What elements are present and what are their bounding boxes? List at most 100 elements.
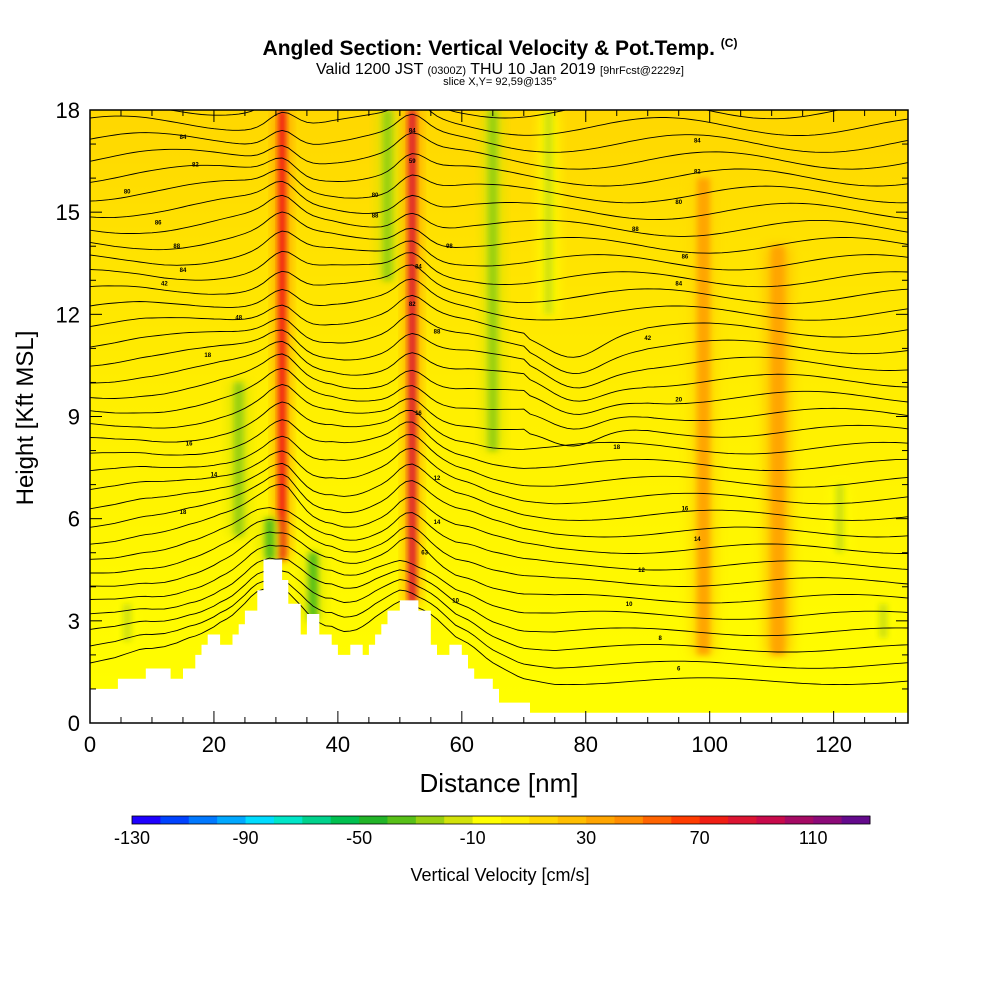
downdraft-core (122, 603, 132, 642)
colorbar-tick-label: 110 (799, 828, 828, 848)
theta-contour-line (90, 340, 908, 402)
colorbar-swatch (245, 816, 275, 824)
colorbar-swatch (841, 816, 871, 824)
colorbar-swatch (813, 816, 843, 824)
terrain-mask (90, 559, 908, 723)
colorbar-tick-label: 70 (690, 828, 710, 848)
colorbar: -130 -90 -50 -10 30 70 110 (114, 815, 871, 848)
contour-label: 18 (613, 445, 620, 451)
colorbar-swatch (188, 816, 218, 824)
theta-contour-line (90, 518, 908, 587)
colorbar-swatch (557, 816, 587, 824)
theta-contour-line (90, 569, 908, 653)
colorbar-swatch (387, 816, 417, 824)
contour-label: 84 (675, 282, 682, 288)
contour-label: 42 (161, 282, 168, 288)
colorbar-swatch (415, 816, 445, 824)
contour-label: 63 (421, 551, 428, 557)
valid-date: THU 10 Jan 2019 (470, 61, 596, 78)
contour-label: 18 (180, 510, 187, 516)
theta-contour-line (90, 278, 908, 321)
slice-info: slice X,Y= 92,59@135° (443, 76, 557, 88)
theta-contour-line (90, 168, 908, 204)
theta-contour-line (90, 507, 908, 571)
y-tick-label: 9 (68, 405, 80, 430)
theta-contour-line (90, 447, 908, 505)
colorbar-tick-label: -10 (460, 828, 486, 848)
contour-label: 12 (638, 568, 645, 574)
contour-label: 18 (204, 353, 211, 359)
updraft-core (278, 110, 286, 560)
theta-contour-line (90, 69, 908, 102)
y-tick-label: 3 (68, 609, 80, 634)
y-tick-label: 18 (56, 98, 80, 123)
x-tick-label: 0 (84, 732, 96, 757)
theta-contour-line (90, 473, 908, 538)
chart-subtitle: Valid 1200 JST (0300Z) THU 10 Jan 2019 [… (0, 61, 1000, 79)
x-tick-label: 60 (450, 732, 474, 757)
contour-label: 12 (434, 476, 441, 482)
colorbar-swatch (160, 816, 190, 824)
theta-contour-line (90, 434, 908, 488)
theta-contour-line (90, 531, 908, 604)
x-tick-label: 80 (574, 732, 598, 757)
theta-contour-line (90, 353, 908, 415)
colorbar-tick-label: -50 (346, 828, 372, 848)
valid-utc: (0300Z) (427, 65, 467, 77)
theta-contour-line (90, 419, 908, 472)
contour-label: 88 (632, 227, 639, 233)
theta-contours (90, 69, 908, 686)
y-tick-label: 0 (68, 711, 80, 736)
valid-time: Valid 1200 JST (316, 61, 424, 78)
contour-label: 84 (694, 139, 701, 145)
contour-label: 84 (180, 268, 187, 274)
contour-label: 82 (192, 162, 199, 168)
theta-contour-line (90, 367, 908, 430)
y-axis-label: Height [Kft MSL] (12, 331, 39, 506)
y-tick-label: 12 (56, 302, 80, 327)
contour-label: 14 (211, 472, 218, 478)
weak-updraft-core (771, 246, 785, 655)
colorbar-frame (131, 815, 871, 825)
theta-contour-line (90, 587, 908, 686)
contour-label: 20 (675, 397, 682, 403)
theta-contour-line (90, 211, 908, 254)
colorbar-swatch (273, 816, 303, 824)
colorbar-swatch (132, 816, 161, 824)
contour-label: 14 (434, 520, 441, 526)
contour-label: 42 (644, 336, 651, 342)
forecast-info: [9hrFcst@2229z] (600, 65, 684, 77)
title-text: Angled Section: Vertical Velocity & Pot.… (262, 37, 715, 60)
downdraft-core (544, 110, 554, 315)
x-tick-label: 20 (202, 732, 226, 757)
downdraft-core (835, 484, 845, 553)
updraft-core (408, 110, 416, 604)
copyright-mark: (C) (720, 36, 738, 50)
colorbar-swatch (756, 816, 786, 824)
downdraft-core (234, 382, 244, 536)
downdraft-core (308, 552, 318, 621)
downdraft-core (488, 110, 498, 451)
theta-contour-line (90, 329, 908, 389)
contour-label: 98 (446, 244, 453, 250)
colorbar-swatch (642, 816, 672, 824)
colorbar-swatch (330, 816, 360, 824)
colorbar-swatch (302, 816, 332, 824)
contour-labels: 8482808688844248181614188459808898848288… (124, 128, 701, 672)
colorbar-tick-label: -130 (114, 828, 150, 848)
plot-area: 8482808688844248181614188459808898848288… (90, 69, 908, 723)
contour-label: 59 (409, 159, 416, 165)
contour-label: 8 (658, 636, 662, 642)
contour-label: 80 (372, 193, 379, 199)
chart-title: Angled Section: Vertical Velocity & Pot.… (0, 36, 1000, 61)
contour-label: 84 (415, 265, 422, 271)
theta-contour-line (90, 557, 908, 637)
contour-label: 16 (186, 442, 193, 448)
contour-label: 80 (124, 190, 131, 196)
colorbar-swatch (586, 816, 616, 824)
contour-label: 80 (675, 200, 682, 206)
theta-contour-line (90, 483, 908, 554)
contour-label: 14 (694, 537, 701, 543)
theta-contour-line (90, 132, 908, 170)
